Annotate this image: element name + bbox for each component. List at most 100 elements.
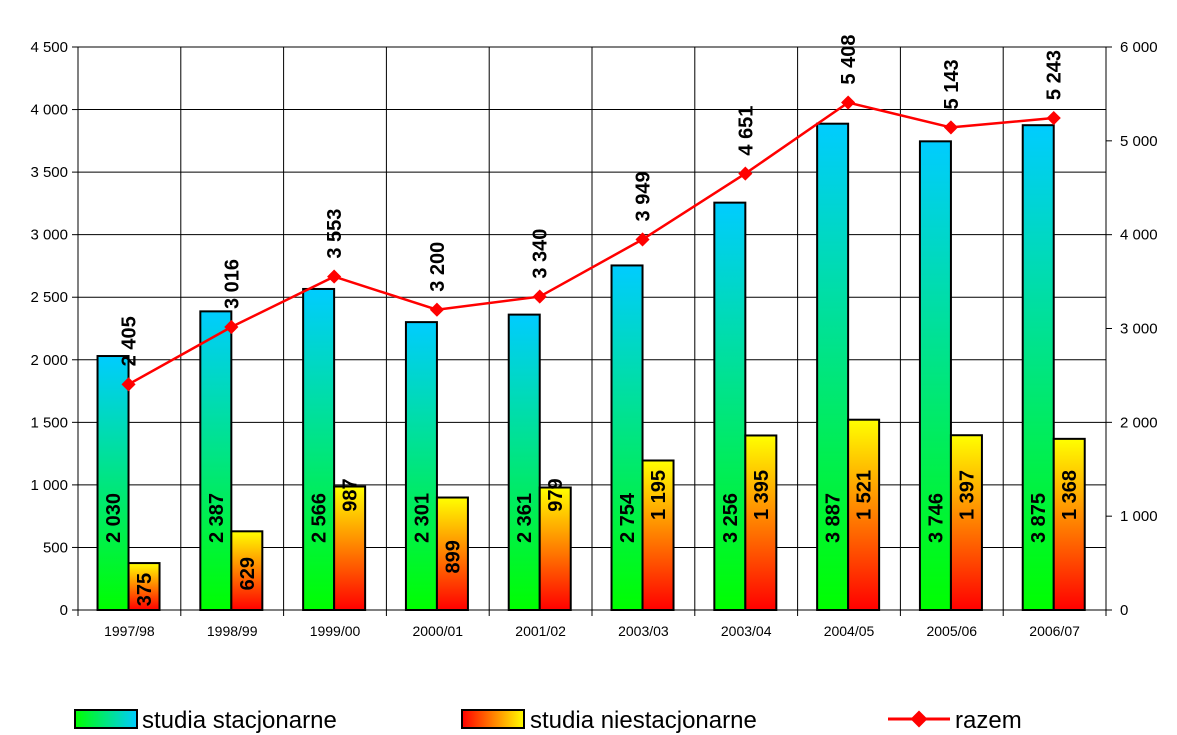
- y-right-tick-label: 1 000: [1120, 508, 1158, 525]
- data-label-stacjonarne: 2 754: [617, 492, 639, 543]
- data-label-stacjonarne: 2 387: [206, 493, 228, 543]
- y-left-tick-label: 1 000: [30, 477, 68, 494]
- data-label-niestacjonarne: 979: [545, 478, 567, 511]
- data-labels: 2 030 375 2 387 629 2 566 987 2 301 899 2 361 979…: [103, 35, 1081, 607]
- y-left-tick-label: 2 500: [30, 289, 68, 306]
- bar-niestacjonarne: [949, 434, 983, 612]
- legend-label-niestacjonarne: studia niestacjonarne: [530, 707, 757, 734]
- bar-niestacjonarne: [230, 530, 264, 611]
- bar-stacjonarne: [507, 313, 541, 611]
- y-right-tick-label: 5 000: [1120, 133, 1158, 150]
- axes: 0 500 1 000 1 500 2 000 2 500 3 000 3 500 4 000 4…: [30, 39, 1157, 639]
- data-label-razem: 3 340: [530, 229, 552, 279]
- bar-stacjonarne: [199, 310, 233, 611]
- bar-stacjonarne: [302, 287, 336, 611]
- y-left-tick-label: 2 000: [30, 352, 68, 369]
- data-label-stacjonarne: 2 361: [514, 493, 536, 543]
- y-right-tick-label: 6 000: [1120, 39, 1158, 56]
- data-label-niestacjonarne: 899: [442, 540, 464, 573]
- bar-niestacjonarne: [744, 434, 778, 611]
- bars: [96, 122, 1086, 612]
- data-label-razem: 4 651: [735, 106, 757, 156]
- bar-niestacjonarne: [1052, 437, 1086, 611]
- data-label-stacjonarne: 3 746: [925, 493, 947, 543]
- legend-item-razem: razem: [888, 707, 1022, 734]
- grid: [78, 46, 1106, 611]
- x-tick-label: 2000/01: [412, 623, 463, 639]
- data-label-niestacjonarne: 987: [340, 478, 362, 511]
- line-razem: [127, 101, 1054, 386]
- y-left-tick-label: 3 500: [30, 164, 68, 181]
- legend-label-razem: razem: [955, 707, 1022, 734]
- legend: studia stacjonarne studia niestacjonarne…: [74, 707, 1022, 734]
- data-label-razem: 5 243: [1044, 50, 1066, 100]
- bar-stacjonarne: [713, 201, 747, 612]
- x-tick-label: 2003/03: [618, 623, 669, 639]
- y-left-tick-label: 4 000: [30, 102, 68, 119]
- bar-stacjonarne: [610, 264, 644, 611]
- point-razem: [429, 302, 445, 317]
- point-razem: [943, 120, 959, 135]
- point-razem: [635, 232, 650, 247]
- y-right-tick-label: 0: [1120, 602, 1128, 619]
- data-label-niestacjonarne: 1 195: [648, 470, 670, 520]
- y-left-tick-label: 0: [60, 602, 68, 619]
- data-label-stacjonarne: 2 030: [103, 493, 125, 543]
- y-left-tick-label: 3 000: [30, 227, 68, 244]
- bar-niestacjonarne: [127, 562, 161, 611]
- x-tick-label: 1999/00: [310, 623, 361, 639]
- x-tick-label: 2006/07: [1029, 623, 1080, 639]
- data-label-razem: 3 553: [324, 209, 346, 259]
- data-label-stacjonarne: 2 301: [411, 493, 433, 543]
- legend-swatch-niestacjonarne: [461, 709, 525, 729]
- bar-niestacjonarne: [538, 486, 572, 612]
- data-label-stacjonarne: 3 875: [1028, 493, 1050, 543]
- bar-stacjonarne: [96, 355, 130, 611]
- y-right-tick-label: 4 000: [1120, 227, 1158, 244]
- legend-label-stacjonarne: studia stacjonarne: [142, 707, 337, 734]
- point-razem: [224, 319, 239, 335]
- data-label-razem: 2 405: [119, 316, 141, 366]
- data-label-razem: 5 408: [838, 35, 860, 85]
- x-tick-label: 1997/98: [104, 623, 155, 639]
- legend-marker-razem: [910, 710, 928, 728]
- y-right-tick-label: 2 000: [1120, 414, 1158, 431]
- data-label-stacjonarne: 2 566: [309, 493, 331, 543]
- data-label-razem: 5 143: [941, 59, 963, 109]
- x-tick-label: 2005/06: [926, 623, 977, 639]
- data-label-stacjonarne: 3 887: [823, 493, 845, 543]
- point-razem: [1046, 110, 1061, 126]
- x-tick-label: 1998/99: [207, 623, 258, 639]
- point-razem: [121, 377, 136, 392]
- data-label-niestacjonarne: 1 521: [854, 470, 876, 520]
- point-razem: [532, 289, 547, 304]
- data-label-niestacjonarne: 1 397: [956, 470, 978, 520]
- bar-stacjonarne: [816, 122, 850, 611]
- point-razem: [841, 95, 856, 110]
- bar-stacjonarne: [404, 321, 438, 611]
- bar-stacjonarne: [1021, 124, 1055, 611]
- y-left-tick-label: 4 500: [30, 39, 68, 56]
- bar-niestacjonarne: [641, 459, 675, 611]
- legend-item-stacjonarne: studia stacjonarne: [74, 707, 337, 734]
- point-razem: [738, 166, 753, 181]
- y-left-tick-label: 500: [43, 539, 68, 556]
- legend-swatch-stacjonarne: [74, 709, 138, 729]
- legend-item-niestacjonarne: studia niestacjonarne: [461, 707, 757, 734]
- data-label-niestacjonarne: 375: [134, 573, 156, 606]
- data-label-niestacjonarne: 1 368: [1059, 470, 1081, 520]
- x-tick-label: 2001/02: [515, 623, 566, 639]
- y-right-tick-label: 3 000: [1120, 321, 1158, 338]
- y-left-tick-label: 1 500: [30, 414, 68, 431]
- total-line: [121, 95, 1061, 392]
- x-tick-label: 2004/05: [824, 623, 875, 639]
- data-label-razem: 3 949: [633, 171, 655, 221]
- point-razem: [327, 269, 342, 284]
- data-label-stacjonarne: 3 256: [720, 493, 742, 543]
- data-label-niestacjonarne: 629: [237, 557, 259, 590]
- data-label-niestacjonarne: 1 395: [751, 470, 773, 520]
- x-tick-label: 2003/04: [721, 623, 772, 639]
- bar-stacjonarne: [918, 140, 952, 611]
- data-label-razem: 3 200: [427, 242, 449, 292]
